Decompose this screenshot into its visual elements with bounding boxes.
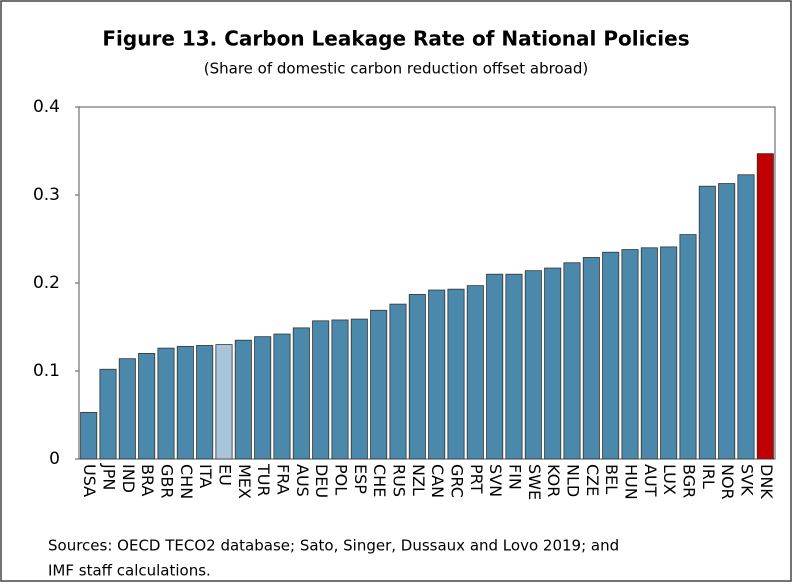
x-tick-label: JPN — [100, 463, 119, 490]
x-tick-label: LUX — [660, 464, 679, 495]
bar — [602, 251, 620, 460]
bar — [447, 288, 465, 460]
bar — [350, 318, 368, 460]
bar — [408, 294, 426, 460]
bar — [215, 344, 233, 460]
y-tick-label: 0.4 — [33, 97, 60, 117]
x-tick-label: CHN — [177, 464, 196, 499]
x-tick-label: CAN — [428, 464, 447, 498]
bar — [312, 320, 330, 460]
bar — [254, 336, 272, 460]
bar — [428, 289, 446, 460]
bar — [138, 352, 156, 460]
y-tick-label: 0.2 — [33, 273, 60, 293]
bar — [80, 411, 98, 460]
x-tick-label: ESP — [351, 464, 370, 494]
x-tick-label: RUS — [390, 464, 409, 497]
bar — [176, 345, 194, 460]
x-tick-label: AUT — [641, 464, 660, 497]
bar — [234, 339, 252, 460]
x-tick-label: CZE — [583, 464, 602, 496]
x-tick-label: CHE — [370, 464, 389, 497]
x-tick-label: MEX — [235, 464, 254, 499]
x-tick-label: TUR — [254, 463, 273, 497]
bar — [582, 257, 600, 460]
x-tick-label: AUS — [293, 464, 312, 497]
x-tick-label: FIN — [506, 464, 525, 490]
bar — [196, 345, 214, 460]
bar — [273, 333, 291, 460]
bar — [331, 319, 349, 460]
x-tick-label: USA — [80, 464, 99, 497]
x-tick-label: KOR — [544, 464, 563, 497]
bar — [640, 247, 658, 460]
x-tick-label: DNK — [757, 464, 776, 499]
x-tick-label: SVK — [738, 464, 757, 496]
bar — [292, 327, 310, 460]
chart-title: Figure 13. Carbon Leakage Rate of Nation… — [102, 27, 689, 51]
source: Sources: OECD TECO2 database; Sato, Sing… — [48, 537, 619, 555]
bar — [756, 153, 774, 460]
x-tick-label: NLD — [564, 464, 583, 497]
bar — [660, 246, 678, 460]
x-tick-label: EU — [216, 464, 235, 486]
bar — [370, 309, 388, 460]
bar — [389, 303, 407, 460]
chart-subtitle: (Share of domestic carbon reduction offs… — [204, 60, 588, 78]
x-tick-label: HUN — [622, 464, 641, 500]
x-tick-label: ITA — [196, 464, 215, 488]
bar — [486, 273, 504, 460]
x-tick-label: NZL — [409, 464, 428, 496]
bar — [157, 347, 175, 460]
x-tick-label: GBR — [158, 464, 177, 499]
x-tick-label: SVN — [486, 464, 505, 497]
y-tick-label: 0.3 — [33, 185, 60, 205]
x-tick-label: FRA — [274, 464, 293, 495]
bar — [544, 267, 562, 460]
x-tick-label: NOR — [718, 464, 737, 500]
x-tick-label: IRL — [699, 464, 718, 489]
x-tick-label: BEL — [602, 464, 621, 494]
bar — [621, 249, 639, 460]
bar — [718, 183, 736, 460]
x-tick-label: GRC — [448, 464, 467, 498]
y-tick-label: 0 — [49, 449, 60, 469]
x-tick-label: DEU — [312, 464, 331, 498]
bar — [679, 234, 697, 460]
bar — [563, 262, 581, 460]
bar — [698, 185, 716, 460]
bar — [99, 368, 117, 460]
bar — [505, 273, 523, 460]
bar — [737, 174, 755, 460]
x-tick-label: BGR — [680, 464, 699, 498]
x-tick-label: IND — [119, 464, 138, 493]
x-tick-label: BRA — [138, 464, 157, 496]
x-tick-label: PRT — [467, 464, 486, 494]
source: IMF staff calculations. — [48, 562, 211, 580]
x-tick-label: SWE — [525, 464, 544, 500]
y-tick-label: 0.1 — [33, 361, 60, 381]
x-tick-label: POL — [332, 464, 351, 495]
bar — [466, 285, 484, 460]
bar — [118, 358, 136, 460]
bar — [524, 270, 542, 460]
